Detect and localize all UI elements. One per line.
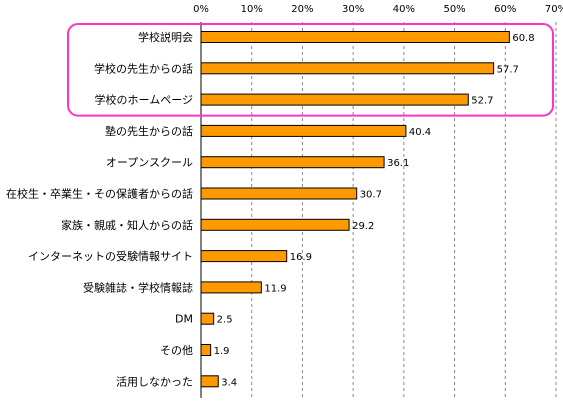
x-tick-label: 60% <box>494 4 516 15</box>
category-labels: 学校説明会学校の先生からの話学校のホームページ塾の先生からの話オープンスクール在… <box>6 30 193 388</box>
category-label: オープンスクール <box>106 156 193 169</box>
value-label: 11.9 <box>264 283 286 294</box>
category-label: 家族・親戚・知人からの話 <box>61 218 193 232</box>
value-label: 29.2 <box>352 221 374 232</box>
value-label: 60.8 <box>512 33 534 44</box>
bar <box>200 31 510 43</box>
value-label: 3.4 <box>221 377 237 388</box>
category-label: 学校の先生からの話 <box>94 61 193 75</box>
category-label: 在校生・卒業生・その保護者からの話 <box>6 187 193 201</box>
category-label: 学校説明会 <box>138 30 193 44</box>
bar <box>200 250 288 263</box>
bars <box>200 31 510 388</box>
x-tick-label: 70% <box>545 4 563 15</box>
x-tick-labels: 0% 10% 20% 30% 40% 50% 60% 70% <box>193 4 563 15</box>
x-tick-label: 50% <box>443 4 465 15</box>
highlight-box <box>67 23 554 117</box>
grid-lines <box>251 22 557 398</box>
bar <box>200 187 358 200</box>
category-label: 塾の先生からの話 <box>105 124 193 138</box>
bar <box>200 62 495 75</box>
category-label: 活用しなかった <box>116 375 193 388</box>
category-label: 受験雑誌・学校情報誌 <box>83 280 193 294</box>
x-tick-label: 40% <box>393 4 415 15</box>
bar <box>200 312 215 325</box>
value-label: 36.1 <box>387 158 409 169</box>
category-label: DM <box>175 313 193 326</box>
value-labels: 60.8 57.7 52.7 40.4 36.1 30.7 29.2 16.9 11.9 2.5 1… <box>214 33 535 388</box>
bar <box>200 93 469 106</box>
category-label: その他 <box>160 344 193 357</box>
value-label: 1.9 <box>214 346 230 357</box>
bar <box>200 124 407 137</box>
value-label: 52.7 <box>471 96 493 107</box>
bar <box>200 218 350 231</box>
x-tick-label: 10% <box>241 4 263 15</box>
x-tick-label: 30% <box>342 4 364 15</box>
value-label: 57.7 <box>497 64 519 75</box>
value-label: 40.4 <box>409 127 431 138</box>
x-tick-label: 20% <box>291 4 313 15</box>
bar <box>200 156 385 169</box>
value-label: 2.5 <box>217 315 233 326</box>
category-label: 学校のホームページ <box>95 93 193 107</box>
category-label: インターネットの受験情報サイト <box>28 249 193 263</box>
bar <box>200 281 262 294</box>
value-label: 30.7 <box>360 190 382 201</box>
bar <box>200 344 212 356</box>
x-tick-label: 0% <box>193 4 209 15</box>
bar <box>200 375 219 388</box>
value-label: 16.9 <box>290 252 312 263</box>
